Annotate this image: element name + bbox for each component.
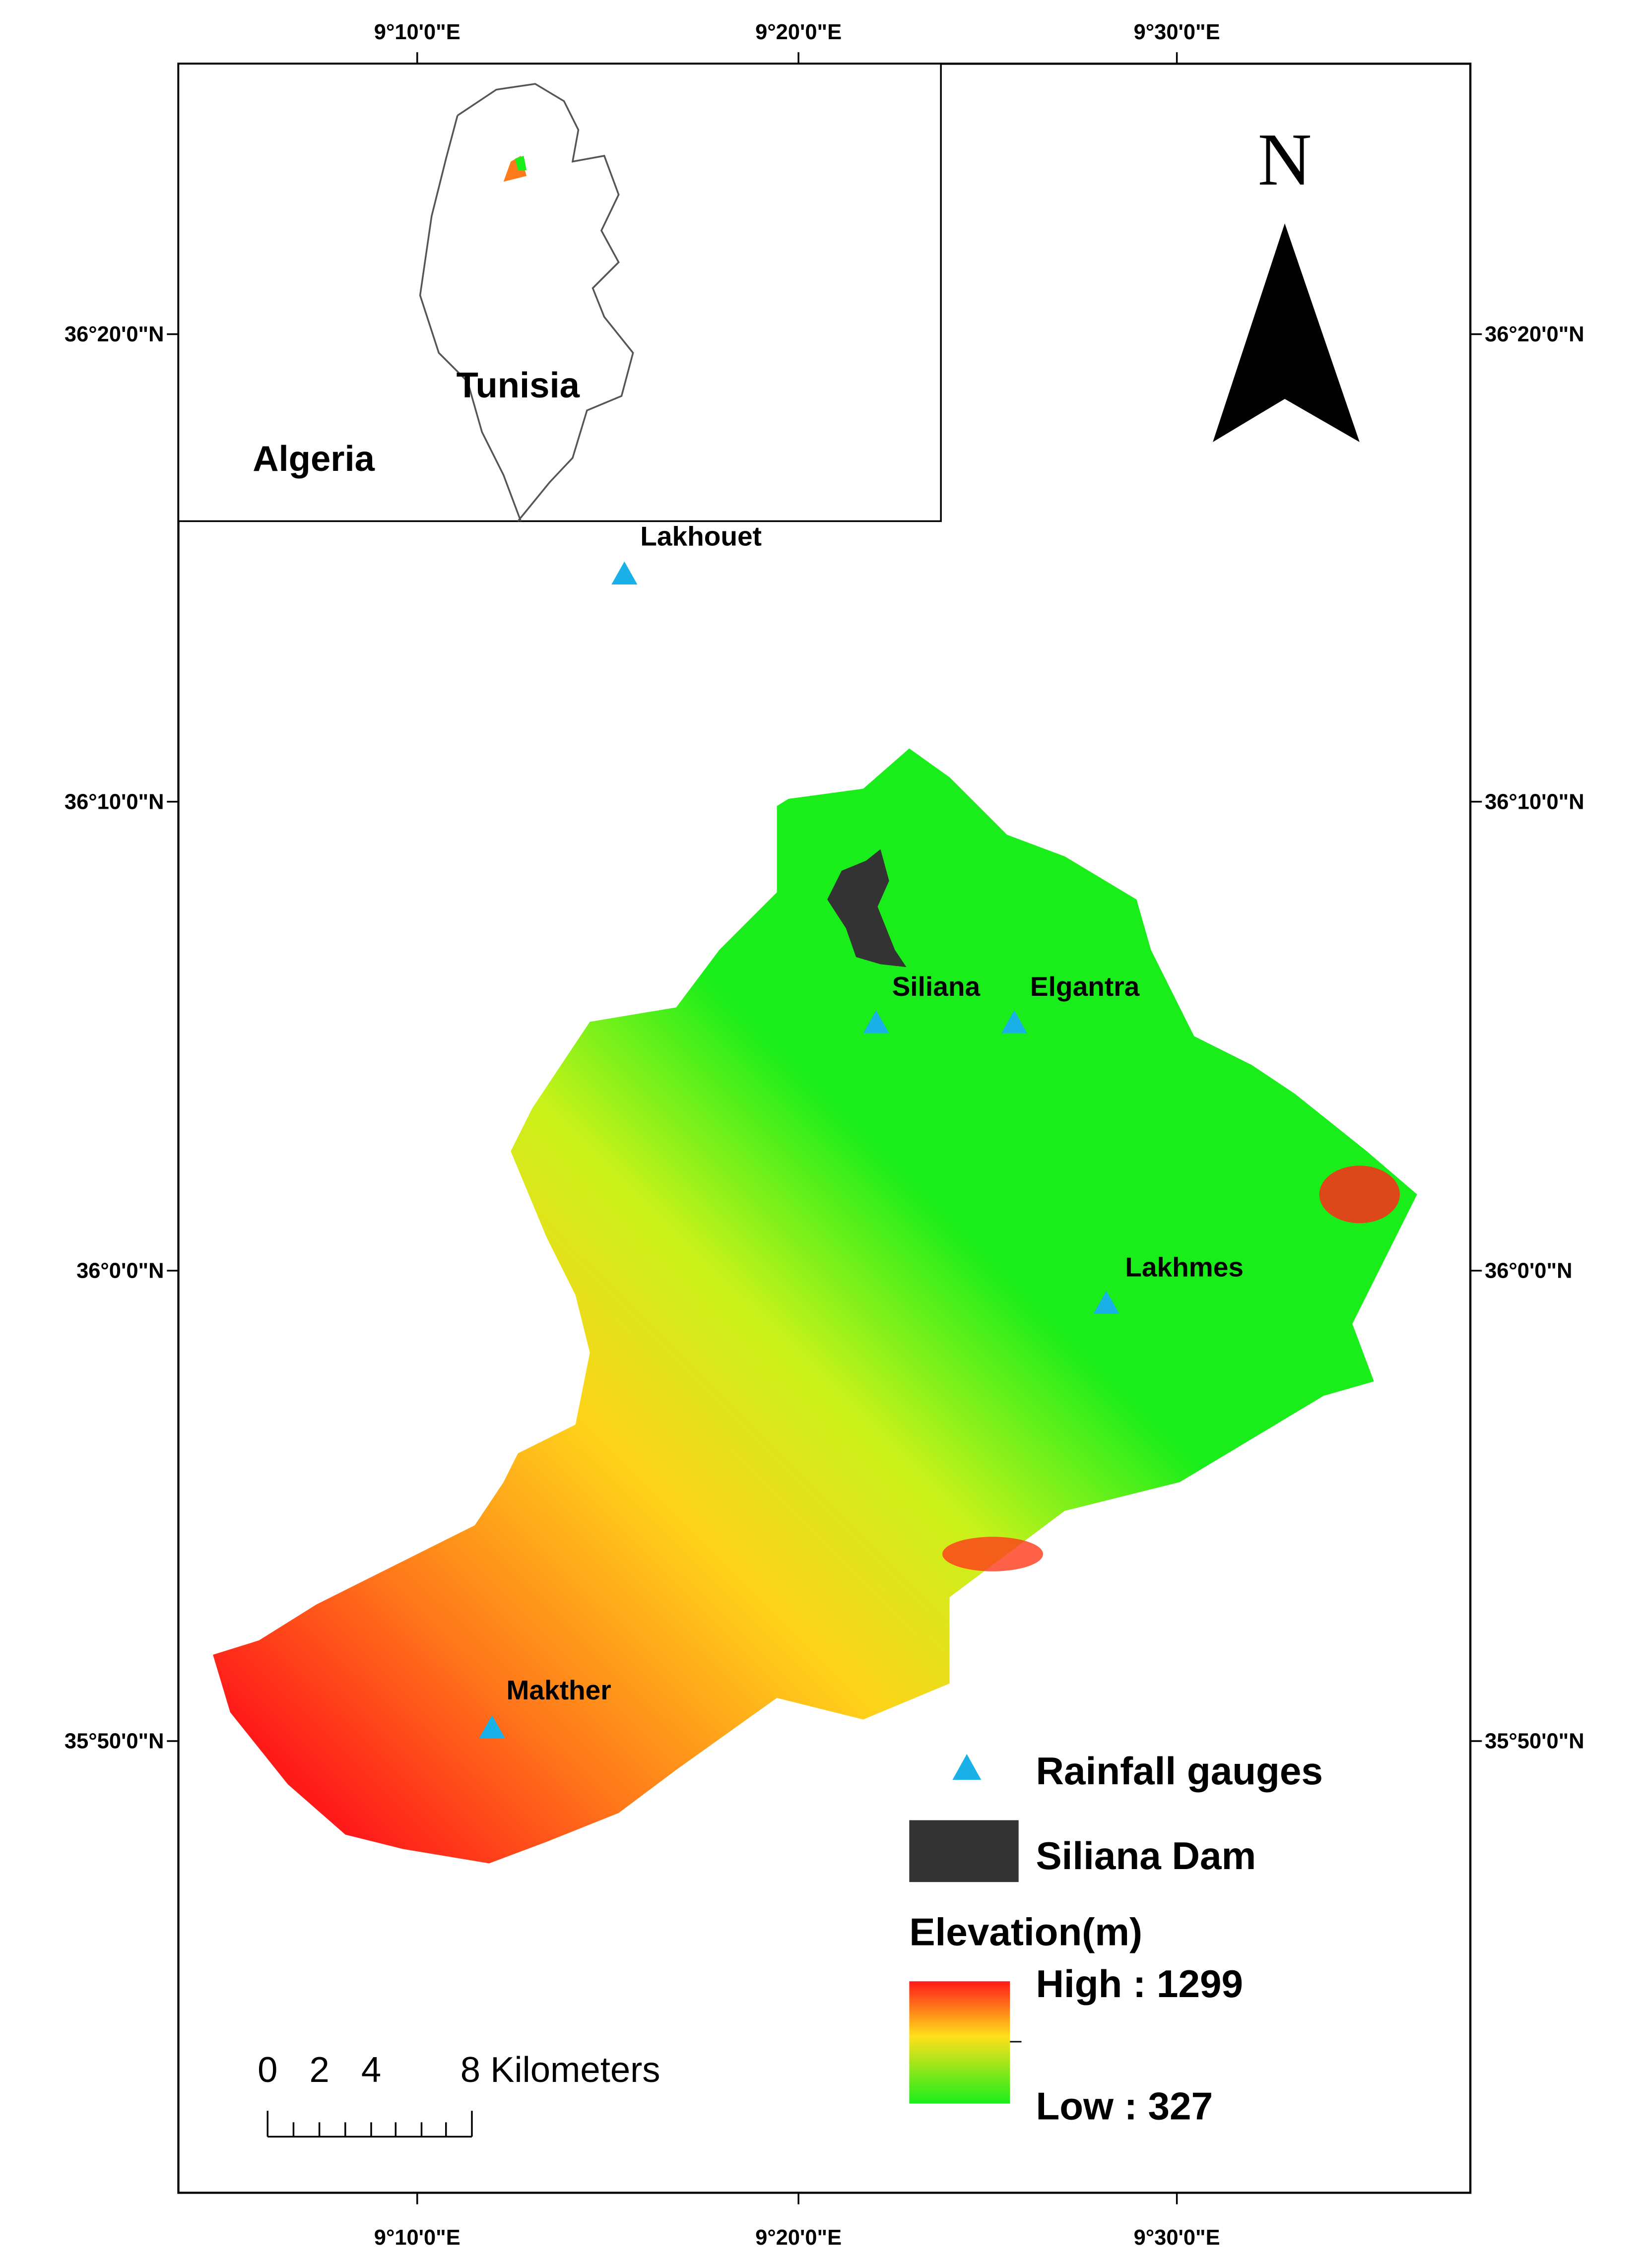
lat-label: 36°20'0"N — [65, 323, 164, 346]
scale-label: 2 — [309, 2050, 329, 2090]
lat-label: 36°0'0"N — [1485, 1259, 1572, 1283]
high-relief — [942, 1537, 1043, 1571]
station-label: Siliana — [892, 971, 981, 1002]
inset-basin — [515, 155, 527, 170]
station-marker — [1093, 1291, 1119, 1314]
graticule: 9°10'0"E 9°20'0"E 9°30'0"E 9°10'0"E 9°20… — [374, 20, 1220, 2250]
legend-high: High : 1299 — [1036, 1962, 1243, 2006]
lon-label: 9°20'0"E — [755, 20, 842, 44]
graticule-ticks — [167, 52, 1482, 2204]
legend-dam: Siliana Dam — [1036, 1834, 1256, 1878]
station-marker — [611, 561, 638, 584]
station-label: Elgantra — [1030, 971, 1140, 1002]
lon-label: 9°10'0"E — [374, 2226, 460, 2250]
scale-label: 4 — [361, 2050, 381, 2090]
scale-bar — [266, 2111, 473, 2138]
station-label: Lakhmes — [1125, 1252, 1244, 1283]
legend-gauge-symbol — [952, 1754, 982, 1780]
lat-label: 35°50'0"N — [1485, 1730, 1584, 1753]
tunisia-outline — [419, 83, 634, 522]
legend-elevation-ramp — [909, 1981, 1010, 2104]
north-label: N — [1258, 118, 1312, 201]
lon-label: 9°10'0"E — [374, 20, 460, 44]
station-label: Makther — [507, 1675, 611, 1705]
basin-elevation — [213, 748, 1417, 1864]
lat-label: 36°20'0"N — [1485, 323, 1584, 346]
station-label: Lakhouet — [640, 521, 762, 552]
graticule: 36°20'0"N 36°10'0"N 36°0'0"N 35°50'0"N — [65, 323, 164, 1753]
legend-dam-symbol — [909, 1820, 1019, 1882]
north-arrow — [1213, 223, 1360, 442]
lat-label: 35°50'0"N — [65, 1730, 164, 1753]
station-marker — [1001, 1010, 1028, 1034]
lon-label: 9°20'0"E — [755, 2226, 842, 2250]
dam — [827, 849, 907, 968]
legend-elevation-title: Elevation(m) — [909, 1910, 1142, 1954]
lon-label: 9°30'0"E — [1134, 20, 1220, 44]
inset-country: Tunisia — [457, 365, 580, 405]
graticule: 36°20'0"N 36°10'0"N 36°0'0"N 35°50'0"N — [1485, 323, 1584, 1753]
scale-label: 0 — [258, 2050, 277, 2090]
station-marker — [863, 1010, 889, 1034]
legend-gauges: Rainfall gauges — [1036, 1749, 1322, 1793]
inset-neighbor: Algeria — [253, 439, 375, 479]
scale-label: 8 Kilometers — [460, 2050, 660, 2090]
lat-label: 36°10'0"N — [65, 790, 164, 814]
lat-label: 36°10'0"N — [1485, 790, 1584, 814]
stations — [479, 561, 1119, 1739]
legend-low: Low : 327 — [1036, 2084, 1213, 2128]
station-marker — [479, 1715, 505, 1739]
lon-label: 9°30'0"E — [1134, 2226, 1220, 2250]
lat-label: 36°0'0"N — [76, 1259, 164, 1283]
inset-frame — [177, 63, 942, 522]
high-relief — [1319, 1166, 1400, 1224]
